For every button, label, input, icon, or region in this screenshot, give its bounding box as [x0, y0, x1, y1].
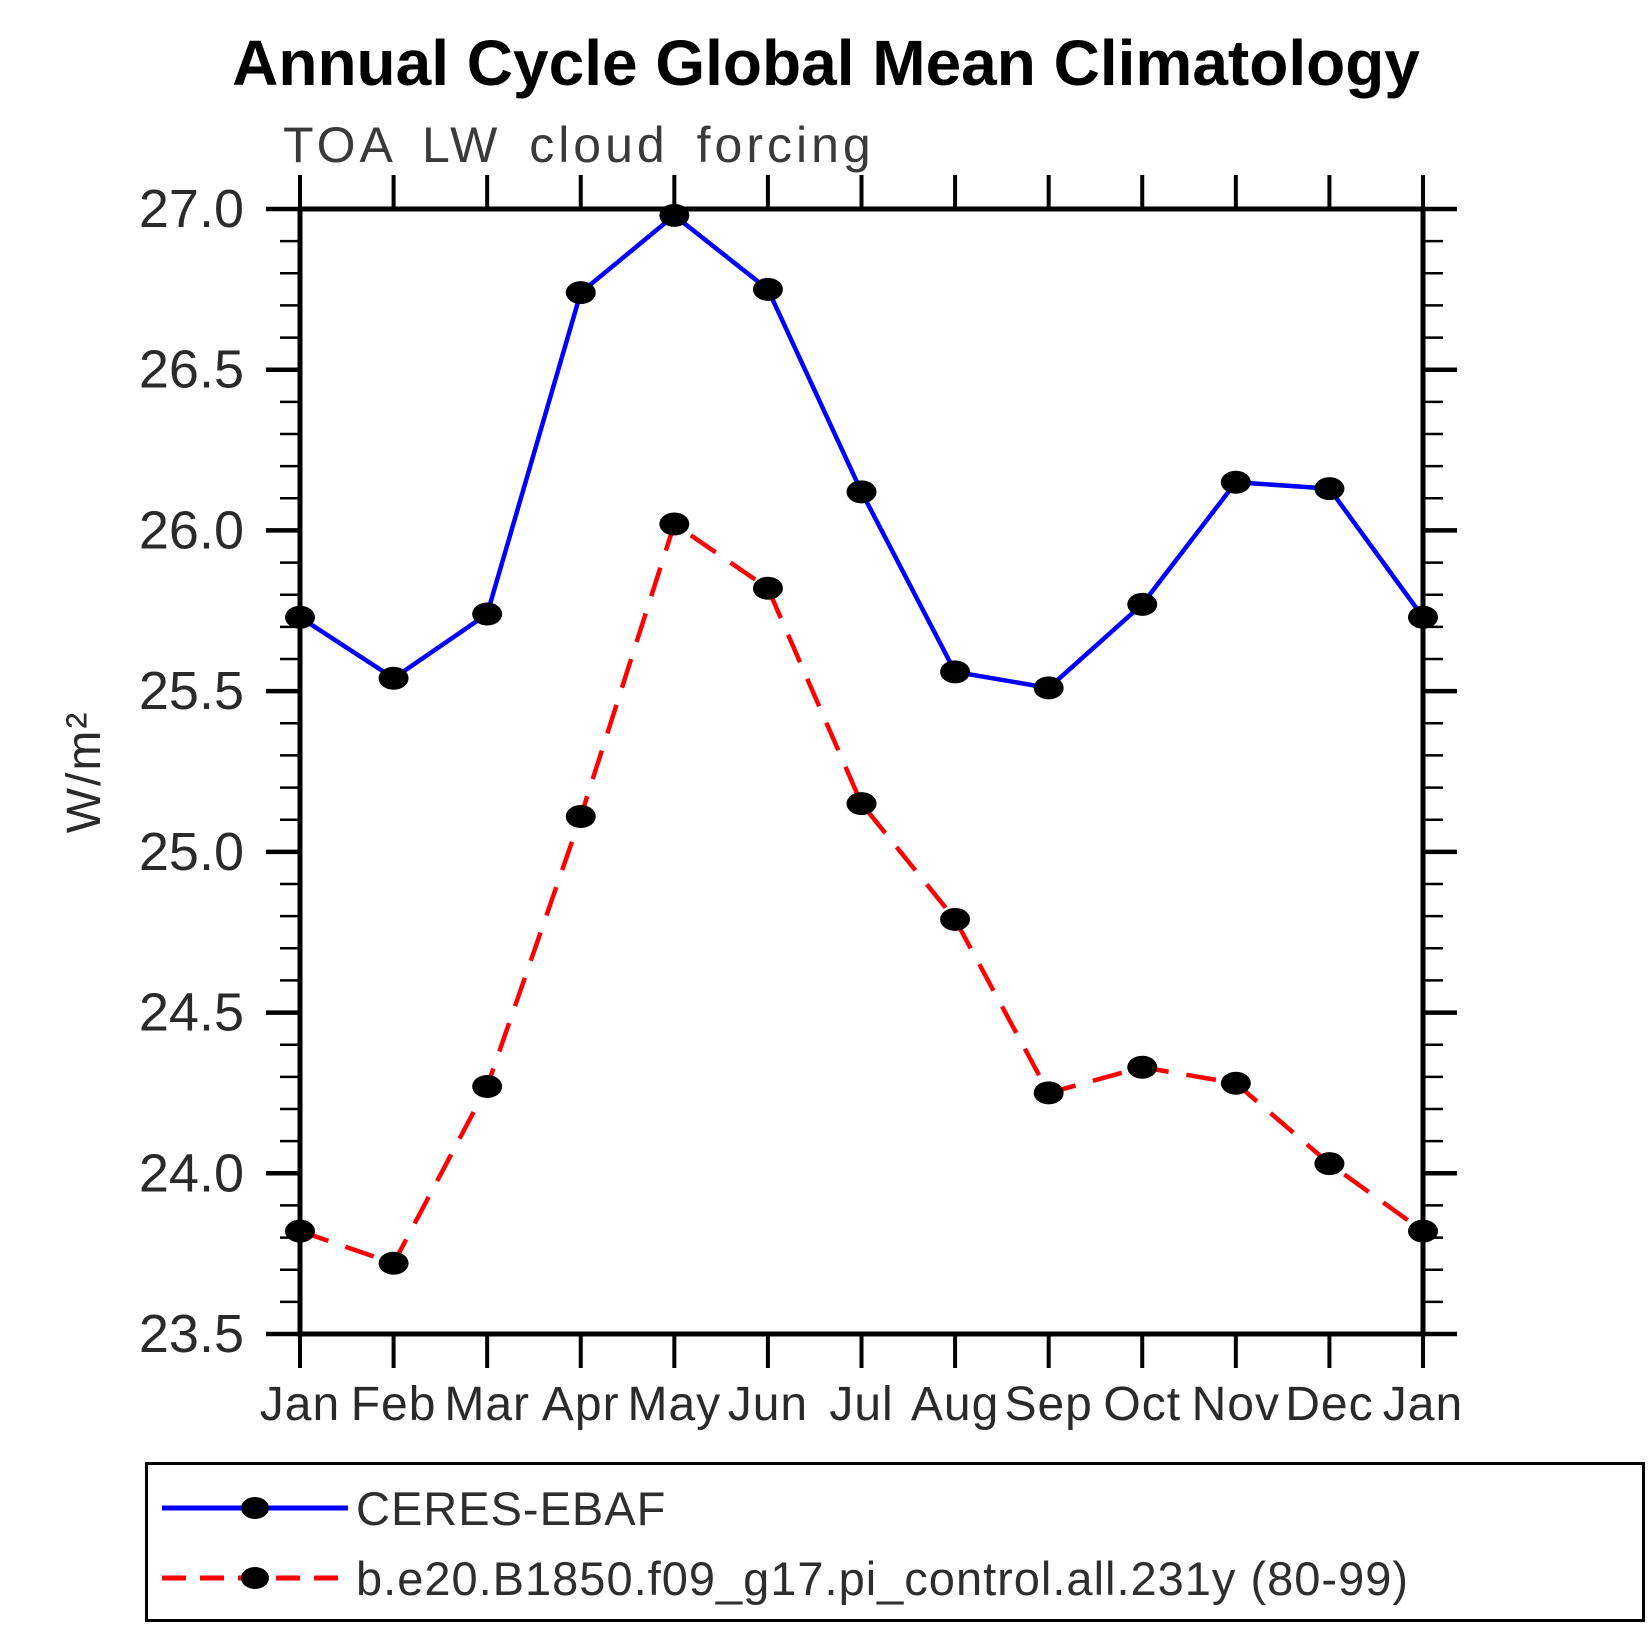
series-line-1: [299, 520, 1425, 1267]
data-point-marker: [1127, 1055, 1158, 1079]
y-tick-label: 26.5: [139, 340, 244, 400]
data-point-marker: [1033, 1081, 1064, 1105]
data-point-marker: [1127, 592, 1158, 616]
y-tick-label: 25.0: [139, 822, 244, 882]
plot-frame: [297, 206, 1426, 1337]
x-tick-label: May: [627, 1378, 721, 1431]
x-tick-label: Jan: [260, 1378, 340, 1431]
series-line-0: [298, 212, 1425, 691]
legend-line-sample: [162, 1497, 348, 1519]
x-tick-label: Nov: [1192, 1378, 1280, 1431]
chart-subtitle: TOA LW cloud forcing: [283, 117, 875, 173]
data-point-marker: [1314, 1152, 1345, 1176]
x-tick-label: Jun: [728, 1378, 808, 1431]
data-point-marker: [285, 1219, 315, 1243]
legend-label: b.e20.B1850.f09_g17.pi_control.all.231y …: [356, 1551, 1410, 1605]
data-point-marker: [1408, 605, 1438, 629]
data-point-marker: [846, 480, 877, 504]
data-point-marker: [940, 907, 971, 931]
data-point-marker: [1220, 470, 1251, 494]
legend-label: CERES-EBAF: [356, 1481, 667, 1535]
data-point-marker: [752, 576, 783, 600]
legend-marker: [241, 1567, 269, 1589]
y-axis-label: W/m²: [58, 711, 111, 834]
legend-line-sample: [162, 1567, 348, 1589]
data-point-marker: [565, 281, 596, 305]
data-point-marker: [472, 1075, 503, 1098]
data-point-marker: [472, 602, 503, 626]
legend: CERES-EBAF b.e20.B1850.f09_g17.pi_control…: [145, 1462, 1645, 1622]
data-point-marker: [378, 666, 409, 690]
data-point-marker: [846, 792, 877, 816]
chart-title: Annual Cycle Global Mean Climatology: [232, 27, 1420, 99]
data-point-marker: [1033, 676, 1064, 700]
y-tick-label: 25.5: [139, 661, 244, 721]
legend-item: CERES-EBAF: [156, 1473, 1642, 1543]
x-tick-label: Dec: [1285, 1378, 1373, 1431]
data-point-marker: [1408, 1219, 1438, 1243]
data-point-marker: [940, 660, 971, 684]
x-tick-label: Sep: [1004, 1378, 1092, 1431]
x-tick-label: Jul: [829, 1378, 893, 1431]
data-point-marker: [752, 277, 783, 301]
data-point-marker: [285, 605, 315, 629]
x-tick-label: Apr: [542, 1378, 620, 1431]
legend-marker: [241, 1497, 269, 1519]
y-tick-label: 24.0: [139, 1143, 244, 1203]
y-tick-label: 26.0: [139, 500, 244, 560]
y-tick-label: 23.5: [139, 1304, 244, 1364]
x-tick-label: Oct: [1103, 1378, 1181, 1431]
y-tick-label: 27.0: [139, 179, 244, 239]
data-point-marker: [378, 1251, 409, 1275]
data-point-marker: [1314, 477, 1345, 501]
y-tick-label: 24.5: [139, 983, 244, 1043]
legend-item: b.e20.B1850.f09_g17.pi_control.all.231y …: [156, 1543, 1642, 1613]
data-point-marker: [565, 805, 596, 828]
x-tick-label: Mar: [444, 1378, 530, 1431]
data-point-marker: [659, 203, 690, 227]
x-tick-label: Jan: [1383, 1378, 1463, 1431]
x-tick-label: Aug: [911, 1378, 999, 1431]
data-point-marker: [659, 512, 690, 536]
x-tick-label: Feb: [351, 1378, 437, 1431]
data-point-marker: [1220, 1071, 1251, 1095]
